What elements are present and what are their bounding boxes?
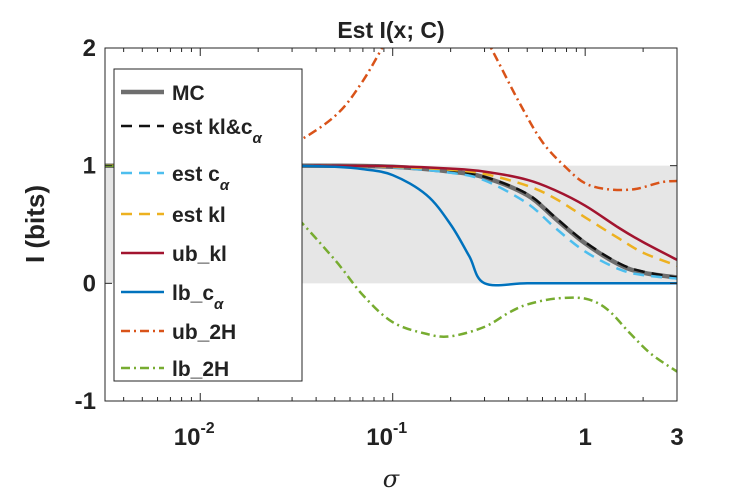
x-tick-label: 3 — [670, 424, 683, 451]
x-tick-exponent: -1 — [393, 420, 407, 437]
legend-label: MC — [172, 82, 205, 105]
axes-box — [104, 47, 678, 402]
x-axis-label: σ — [383, 465, 400, 493]
legend-subscript: α — [220, 177, 230, 194]
y-tick-label: -1 — [75, 388, 96, 415]
legend-label: ub_2H — [172, 321, 236, 344]
y-axis-label: I (bits) — [20, 185, 50, 263]
legend-label: est kl — [172, 204, 226, 227]
chart-title: Est I(x; C) — [337, 17, 444, 43]
legend-label: ub_kl — [172, 243, 227, 266]
x-tick-label: 1 — [578, 424, 591, 451]
y-tick-label: 1 — [83, 153, 96, 180]
legend-subscript: α — [253, 130, 263, 147]
legend-box — [113, 68, 303, 382]
legend-label: lb_2H — [172, 358, 229, 381]
legend-subscript: α — [214, 296, 224, 313]
y-tick-label: 2 — [83, 35, 96, 62]
y-tick-label: 0 — [83, 270, 96, 297]
x-tick-exponent: -2 — [200, 420, 214, 437]
